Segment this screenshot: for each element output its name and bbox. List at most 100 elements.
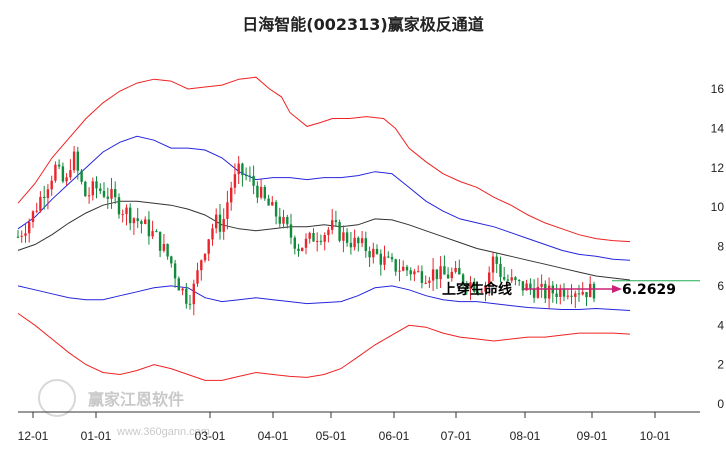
candle-body — [106, 196, 109, 199]
candle-body — [435, 269, 439, 280]
candle — [446, 267, 450, 279]
candle — [345, 228, 349, 247]
candle — [360, 231, 364, 248]
candle — [237, 156, 240, 184]
candle-body — [446, 274, 450, 279]
candle — [267, 194, 270, 206]
candle-body — [345, 232, 349, 243]
candle — [454, 261, 457, 274]
candle-body — [349, 242, 353, 248]
candle — [368, 246, 371, 267]
candle-body — [248, 175, 252, 177]
candle — [316, 232, 319, 252]
candle — [155, 229, 158, 233]
watermark: 赢家江恩软件 www.360gann.com — [38, 379, 210, 438]
candle — [271, 196, 274, 206]
candle — [102, 182, 106, 199]
candle-body — [562, 288, 566, 297]
y-tick-label: 14 — [711, 121, 725, 135]
candle — [80, 169, 83, 185]
y-axis: 0 2 4 6 8 10 12 14 16 — [711, 82, 725, 411]
candle-body — [151, 231, 154, 237]
candle-body — [443, 266, 446, 275]
candle — [529, 278, 532, 295]
candle-body — [57, 164, 61, 167]
candle-body — [72, 151, 76, 171]
candle-body — [166, 244, 169, 257]
candle-body — [263, 187, 266, 199]
candle-body — [544, 283, 547, 299]
candle — [125, 204, 128, 226]
y-tick-label: 16 — [711, 82, 725, 96]
candle — [499, 256, 502, 283]
candle-body — [353, 237, 356, 248]
candle — [304, 233, 308, 255]
candle — [491, 252, 495, 282]
candle — [196, 262, 199, 287]
candle-body — [102, 191, 106, 197]
candle — [289, 213, 293, 245]
candle — [282, 209, 285, 229]
candle-body — [473, 282, 476, 292]
candle-body — [394, 259, 397, 272]
candle-body — [80, 170, 83, 182]
candle — [555, 284, 558, 304]
candle — [39, 191, 42, 213]
candle-body — [136, 218, 139, 222]
candle — [16, 230, 20, 239]
lower-outer-band — [17, 312, 631, 381]
x-tick-label: 05-01 — [316, 429, 347, 443]
candle-body — [173, 263, 177, 279]
candle — [510, 269, 513, 283]
candle — [166, 243, 169, 260]
candle-body — [319, 240, 323, 242]
candle — [439, 256, 442, 288]
candle — [364, 231, 367, 258]
candle-body — [121, 214, 124, 216]
candle — [383, 245, 386, 271]
candle — [476, 290, 480, 296]
candle — [207, 239, 210, 261]
candle — [129, 203, 132, 231]
candle — [551, 281, 554, 303]
candle — [521, 281, 525, 296]
candle — [375, 244, 379, 255]
candle — [188, 294, 192, 310]
candle-body — [559, 288, 562, 297]
candle-body — [203, 253, 207, 261]
y-tick-label: 8 — [717, 240, 724, 254]
candle-body — [87, 195, 91, 197]
candle — [480, 287, 483, 294]
x-axis: 12-01 01-01 03-01 04-01 05-01 06-01 07-01 08-01… — [18, 412, 671, 443]
candle — [35, 202, 38, 214]
candle — [387, 251, 390, 259]
candle — [121, 209, 124, 223]
candle — [256, 181, 259, 204]
candle — [170, 255, 173, 268]
candle — [353, 229, 356, 251]
candle — [484, 281, 487, 302]
candle-body — [461, 274, 465, 284]
candle — [72, 146, 76, 173]
x-tick-label: 01-01 — [81, 429, 112, 443]
candle-body — [304, 238, 308, 248]
candle — [274, 200, 278, 225]
candle — [319, 234, 323, 246]
candle — [278, 207, 281, 228]
candle — [331, 209, 334, 235]
candle — [61, 162, 65, 184]
candle-body — [379, 253, 382, 265]
candle-body — [323, 235, 326, 242]
candle-body — [267, 198, 270, 206]
candle-body — [383, 256, 386, 265]
candle — [506, 274, 510, 284]
candle — [203, 253, 207, 263]
candle-body — [28, 222, 31, 234]
candle — [308, 231, 311, 244]
x-tick-label: 07-01 — [441, 429, 472, 443]
candle-body — [566, 295, 569, 297]
candle-body — [574, 293, 577, 297]
candle-body — [16, 236, 20, 238]
candle — [185, 283, 188, 309]
candle — [488, 266, 491, 296]
